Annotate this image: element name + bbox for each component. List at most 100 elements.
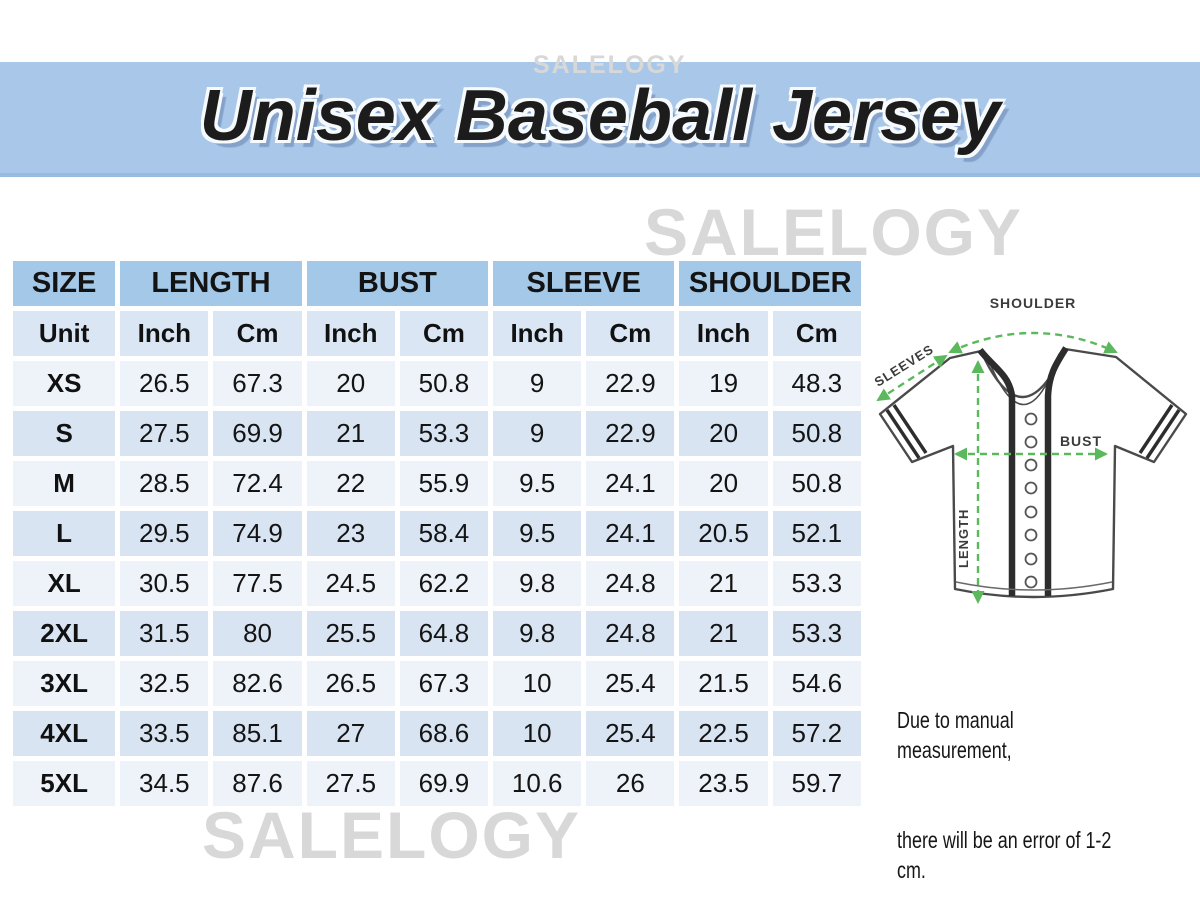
measurement-value-cell: 32.5 [120,661,209,706]
measurement-value-cell: 57.2 [772,711,861,756]
measurement-value-cell: 26 [586,761,675,806]
measurement-value-cell: 62.2 [399,561,489,606]
size-table: SIZE LENGTH BUST SLEEVE SHOULDER Unit Inch Cm In… [8,256,866,811]
measurement-value-cell: 69.9 [213,411,302,456]
size-row-s: S 27.5 69.9 21 53.3 9 22.9 20 50.8 [13,411,861,456]
column-group-header: SLEEVE [493,261,675,306]
bust-arrow-label: BUST [1060,433,1102,449]
measurement-value-cell: 21 [306,411,395,456]
unit-cell: Inch [306,311,395,356]
column-group-header: LENGTH [120,261,302,306]
measurement-value-cell: 85.1 [213,711,302,756]
measurement-value-cell: 19 [679,361,768,406]
measurement-value-cell: 21 [679,611,768,656]
size-row-xs: XS 26.5 67.3 20 50.8 9 22.9 19 48.3 [13,361,861,406]
measurement-value-cell: 9 [493,361,582,406]
size-label-cell: 3XL [13,661,116,706]
size-row-3xl: 3XL 32.5 82.6 26.5 67.3 10 25.4 21.5 54.6 [13,661,861,706]
measurement-value-cell: 23 [306,511,395,556]
measurement-value-cell: 9.8 [493,561,582,606]
sleeves-arrow [876,354,948,402]
measurement-value-cell: 24.1 [586,461,675,506]
button-row [1024,412,1038,589]
unit-cell: Cm [772,311,861,356]
measurement-value-cell: 9.5 [493,461,582,506]
measurement-value-cell: 20 [679,411,768,456]
size-label-cell: 2XL [13,611,116,656]
watermark-bottom: SALELOGY [202,798,582,872]
size-label-cell: 5XL [13,761,116,806]
measurement-value-cell: 28.5 [120,461,209,506]
measurement-value-cell: 72.4 [213,461,302,506]
measurement-value-cell: 22.9 [586,411,675,456]
measurement-value-cell: 22.9 [586,361,675,406]
measurement-value-cell: 87.6 [213,761,302,806]
measurement-value-cell: 59.7 [772,761,861,806]
measurement-value-cell: 50.8 [772,411,861,456]
measurement-value-cell: 58.4 [399,511,489,556]
measurement-value-cell: 55.9 [399,461,489,506]
measurement-value-cell: 74.9 [213,511,302,556]
measurement-value-cell: 29.5 [120,511,209,556]
measurement-value-cell: 68.6 [399,711,489,756]
measurement-value-cell: 27.5 [306,761,395,806]
measurement-value-cell: 20 [306,361,395,406]
measurement-value-cell: 9 [493,411,582,456]
placket-left-stripe [977,347,1016,596]
sleeve-stripes [885,404,1181,459]
size-label-cell: 4XL [13,711,116,756]
unit-cell: Inch [679,311,768,356]
measurement-value-cell: 50.8 [772,461,861,506]
group-header-row: SIZE LENGTH BUST SLEEVE SHOULDER [13,261,861,306]
note-line-1: Due to manual measurement, [897,707,1024,763]
unit-cell: Cm [586,311,675,356]
measurement-value-cell: 10.6 [493,761,582,806]
size-label-cell: L [13,511,116,556]
column-group-header: BUST [306,261,489,306]
shoulder-arrow [948,331,1118,354]
size-row-4xl: 4XL 33.5 85.1 27 68.6 10 25.4 22.5 57.2 [13,711,861,756]
measurement-value-cell: 64.8 [399,611,489,656]
measurement-value-cell: 52.1 [772,511,861,556]
measurement-value-cell: 26.5 [120,361,209,406]
column-group-header: SHOULDER [679,261,861,306]
measurement-value-cell: 82.6 [213,661,302,706]
note-line-2: there will be an error of 1-2 cm. [897,827,1117,883]
shoulder-arrow-label: SHOULDER [990,295,1077,311]
measurement-value-cell: 25.5 [306,611,395,656]
size-label-cell: XS [13,361,116,406]
measurement-value-cell: 24.8 [586,561,675,606]
measurement-value-cell: 53.3 [399,411,489,456]
unit-cell: Cm [399,311,489,356]
title-banner: Unisex Baseball Jersey [0,62,1200,177]
page-title: Unisex Baseball Jersey [199,76,1001,156]
measurement-value-cell: 31.5 [120,611,209,656]
measurement-value-cell: 9.8 [493,611,582,656]
measurement-value-cell: 24.5 [306,561,395,606]
measurement-value-cell: 27.5 [120,411,209,456]
size-label-cell: XL [13,561,116,606]
watermark-middle: SALELOGY [644,195,1024,269]
measurement-value-cell: 67.3 [213,361,302,406]
measurement-value-cell: 9.5 [493,511,582,556]
watermark-top: SALELOGY [533,51,687,79]
size-label-cell: M [13,461,116,506]
measurement-value-cell: 24.1 [586,511,675,556]
measurement-arrows [876,331,1118,604]
measurement-value-cell: 22.5 [679,711,768,756]
measurement-value-cell: 20.5 [679,511,768,556]
measurement-value-cell: 22 [306,461,395,506]
size-row-2xl: 2XL 31.5 80 25.5 64.8 9.8 24.8 21 53.3 [13,611,861,656]
length-arrow-label: LENGTH [956,509,971,568]
measurement-value-cell: 24.8 [586,611,675,656]
size-label-cell: S [13,411,116,456]
unit-cell: Inch [120,311,209,356]
measurement-value-cell: 53.3 [772,611,861,656]
size-row-l: L 29.5 74.9 23 58.4 9.5 24.1 20.5 52.1 [13,511,861,556]
measurement-value-cell: 30.5 [120,561,209,606]
measurement-note: Due to manual measurement, there will be… [897,645,1133,900]
jersey-measurement-diagram: SHOULDER SLEEVES BUST LENGTH [872,295,1188,604]
measurement-value-cell: 21.5 [679,661,768,706]
measurement-value-cell: 25.4 [586,661,675,706]
